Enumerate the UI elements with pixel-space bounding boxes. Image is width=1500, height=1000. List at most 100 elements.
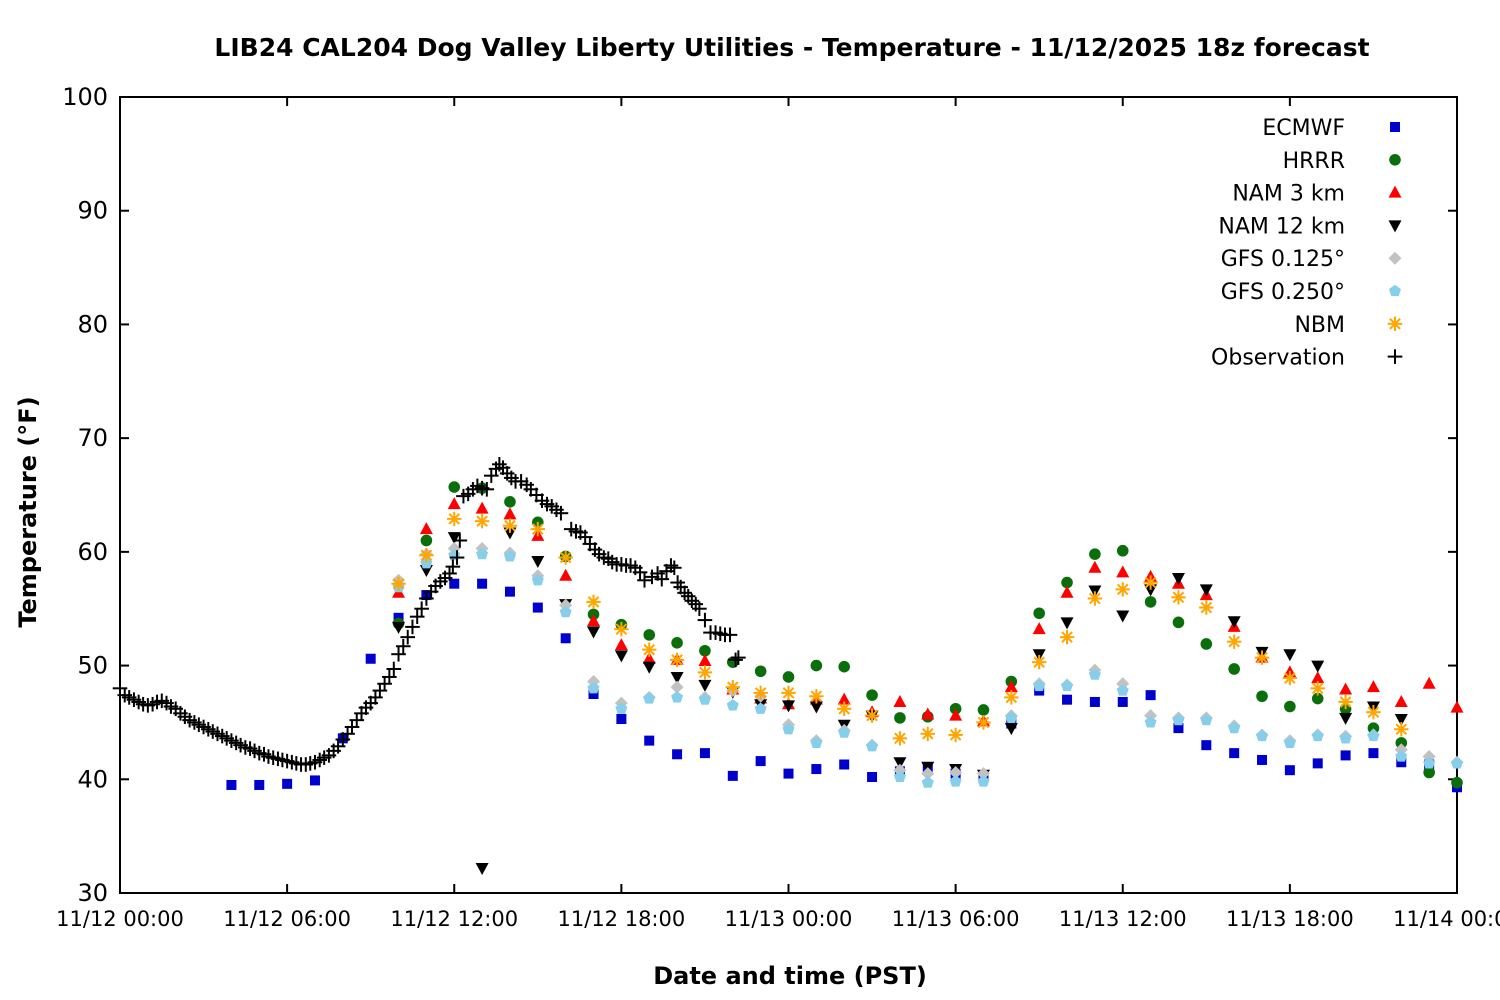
data-point-triangle-up-icon [1060,585,1074,598]
legend-item-ecmwf: ECMWF [1262,116,1400,141]
legend-hrrr-marker-icon [1389,154,1401,166]
data-point-asterisk-icon [697,665,713,680]
data-point-plus-icon [442,566,457,581]
data-point-circle-icon [448,481,461,493]
series-nam-3-km [392,497,1464,727]
legend-item-nam-3-km: NAM 3 km [1232,182,1402,207]
data-point-pentagon-icon [1005,711,1018,723]
data-point-pentagon-icon [615,702,628,714]
data-point-square-icon [1257,754,1268,765]
data-point-plus-icon [654,571,670,587]
data-point-plus-icon [637,572,652,588]
legend-item-gfs-0-125: GFS 0.125° [1221,247,1402,272]
data-point-triangle-up-icon [1339,682,1353,695]
data-point-square-icon [783,768,794,779]
data-point-triangle-down-icon [893,757,907,770]
series-observation [112,456,746,772]
data-point-square-icon [282,778,293,789]
legend-nam-12-km-marker-icon [1388,220,1402,233]
data-point-pentagon-icon [949,775,962,787]
data-point-circle-icon [782,671,795,683]
series-gfs-0-125 [392,541,1464,781]
data-point-circle-icon [1172,616,1185,629]
data-point-square-icon [755,756,766,767]
data-point-asterisk-icon [586,594,601,610]
data-point-circle-icon [894,712,906,724]
legend-item-gfs-0-250: GFS 0.250° [1221,280,1401,305]
y-tick-label: 80 [77,310,108,338]
data-point-asterisk-icon [864,708,880,723]
legend-label: GFS 0.250° [1221,280,1345,305]
data-point-square-icon [365,653,376,664]
data-point-circle-icon [643,629,656,641]
data-point-asterisk-icon [1310,681,1325,696]
data-point-circle-icon [1451,776,1463,789]
data-point-pentagon-icon [503,550,516,562]
data-point-pentagon-icon [1451,757,1463,769]
y-axis-title: Temperature (°F) [14,396,42,627]
data-point-pentagon-icon [1088,668,1101,680]
data-point-circle-icon [1116,544,1129,557]
data-point-plus-icon [697,612,713,628]
data-point-asterisk-icon [1115,582,1130,597]
legend-label: Observation [1211,346,1345,371]
data-point-circle-icon [1311,692,1324,705]
legend-gfs-0-250-marker-icon [1389,284,1401,297]
data-point-asterisk-icon [1226,634,1242,649]
data-point-triangle-down-icon [1394,714,1408,727]
data-point-asterisk-icon [642,642,657,657]
data-point-triangle-up-icon [419,522,433,535]
data-point-asterisk-icon [1031,654,1047,670]
data-point-asterisk-icon [837,701,852,716]
data-point-triangle-down-icon [1060,617,1074,630]
data-point-asterisk-icon [1338,694,1353,710]
x-tick-label: 11/13 00:00 [725,907,853,931]
legend-item-nam-12-km: NAM 12 km [1218,214,1402,239]
data-point-asterisk-icon [948,727,963,743]
data-point-pentagon-icon [643,692,656,704]
data-point-square-icon [867,772,878,783]
data-point-asterisk-icon [892,731,908,746]
data-point-square-icon [254,779,265,790]
data-point-square-icon [309,775,320,786]
data-point-square-icon [1089,696,1100,707]
data-point-asterisk-icon [1087,591,1103,606]
data-point-plus-icon [452,533,468,548]
data-point-pentagon-icon [1200,713,1213,726]
data-point-square-icon [560,633,571,644]
data-point-asterisk-icon [1394,722,1409,737]
data-point-asterisk-icon [920,726,935,741]
data-point-pentagon-icon [420,556,433,569]
data-point-pentagon-icon [1033,679,1046,692]
data-point-plus-icon [663,558,679,573]
data-point-triangle-up-icon [1450,700,1464,713]
data-point-circle-icon [1423,766,1435,779]
x-tick-label: 11/12 12:00 [390,907,518,931]
data-point-pentagon-icon [1228,721,1241,734]
data-point-plus-icon [400,629,416,645]
data-point-square-icon [226,779,237,790]
data-point-pentagon-icon [1116,684,1129,696]
data-point-square-icon [699,748,710,759]
data-point-square-icon [839,759,850,770]
data-point-triangle-up-icon [475,501,489,514]
data-point-asterisk-icon [976,715,991,730]
data-point-plus-icon [692,601,707,617]
data-point-square-icon [532,602,543,613]
data-point-plus-icon [391,646,406,662]
data-point-circle-icon [1144,596,1157,608]
series-nbm [391,511,1409,746]
data-point-diamond-icon [976,767,990,781]
legend-label: NBM [1294,313,1345,338]
data-point-triangle-up-icon [447,497,461,510]
data-point-plus-icon [666,560,682,576]
data-point-triangle-down-icon [1116,610,1130,623]
data-point-plus-icon [445,559,461,574]
data-point-plus-icon [553,505,569,521]
legend-gfs-0-125-marker-icon [1388,251,1402,265]
data-point-square-icon [1173,723,1184,734]
data-point-triangle-down-icon [1199,584,1213,597]
data-point-circle-icon [1395,737,1408,749]
data-point-triangle-down-icon [1283,649,1297,662]
